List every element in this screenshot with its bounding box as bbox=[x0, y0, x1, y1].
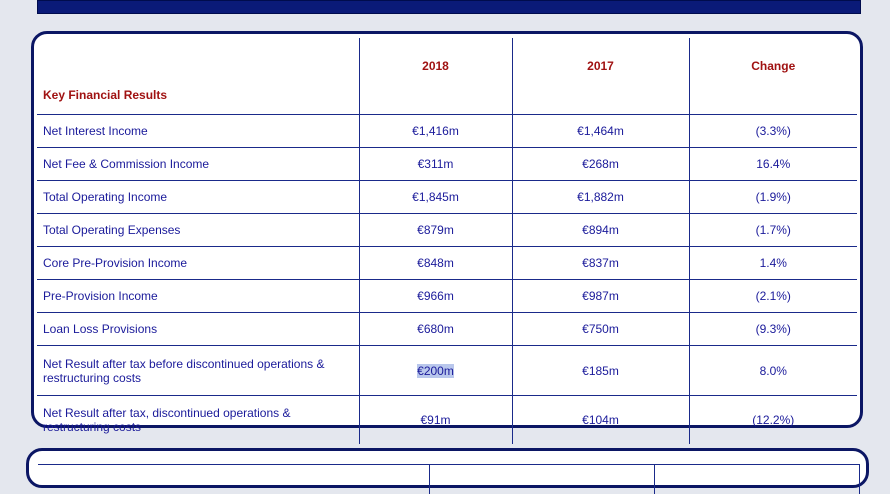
table-row: Core Pre-Provision Income €848m €837m 1.… bbox=[37, 246, 857, 280]
row-label: Net Interest Income bbox=[37, 114, 359, 148]
value-2017: €837m bbox=[511, 246, 689, 280]
row-label: Net Result after tax before discontinued… bbox=[37, 345, 359, 396]
header-2018: 2018 bbox=[358, 38, 512, 115]
value-change: (12.2%) bbox=[688, 395, 857, 444]
row-label: Pre-Provision Income bbox=[37, 279, 359, 313]
value-change: (1.9%) bbox=[688, 180, 857, 214]
table-row: Net Result after tax, discontinued opera… bbox=[37, 395, 857, 444]
table-row: Total Operating Expenses €879m €894m (1.… bbox=[37, 213, 857, 247]
table-row: Net Interest Income €1,416m €1,464m (3.3… bbox=[37, 114, 857, 148]
value-2018: €1,845m bbox=[358, 180, 512, 214]
next-table-panel bbox=[26, 448, 869, 494]
value-change: (2.1%) bbox=[688, 279, 857, 313]
table-row: Total Operating Income €1,845m €1,882m (… bbox=[37, 180, 857, 214]
value-change: 16.4% bbox=[688, 147, 857, 181]
row-label: Net Fee & Commission Income bbox=[37, 147, 359, 181]
value-2017: €750m bbox=[511, 312, 689, 346]
header-2017: 2017 bbox=[511, 38, 689, 115]
value-change: 8.0% bbox=[688, 345, 857, 396]
table-header-row: Key Financial Results 2018 2017 Change bbox=[37, 38, 857, 115]
table-row: Net Result after tax before discontinued… bbox=[37, 345, 857, 396]
column-divider bbox=[654, 464, 655, 494]
table-row: Pre-Provision Income €966m €987m (2.1%) bbox=[37, 279, 857, 313]
value-change: 1.4% bbox=[688, 246, 857, 280]
column-divider bbox=[859, 464, 860, 494]
value-2018: €966m bbox=[358, 279, 512, 313]
row-label: Loan Loss Provisions bbox=[37, 312, 359, 346]
value-2018[interactable]: €200m bbox=[358, 345, 512, 396]
table-row: Net Fee & Commission Income €311m €268m … bbox=[37, 147, 857, 181]
value-2018: €848m bbox=[358, 246, 512, 280]
financial-results-panel: Key Financial Results 2018 2017 Change N… bbox=[31, 31, 863, 444]
value-2018: €680m bbox=[358, 312, 512, 346]
top-banner bbox=[37, 0, 861, 14]
value-2017: €1,464m bbox=[511, 114, 689, 148]
value-2017: €987m bbox=[511, 279, 689, 313]
value-2017: €1,882m bbox=[511, 180, 689, 214]
value-change: (3.3%) bbox=[688, 114, 857, 148]
value-2018: €91m bbox=[358, 395, 512, 444]
value-2018: €879m bbox=[358, 213, 512, 247]
header-change: Change bbox=[688, 38, 857, 115]
row-label: Core Pre-Provision Income bbox=[37, 246, 359, 280]
value-2017: €894m bbox=[511, 213, 689, 247]
row-label: Total Operating Income bbox=[37, 180, 359, 214]
value-change: (1.7%) bbox=[688, 213, 857, 247]
value-2018: €1,416m bbox=[358, 114, 512, 148]
column-divider bbox=[429, 464, 430, 494]
value-2017: €104m bbox=[511, 395, 689, 444]
value-2017: €185m bbox=[511, 345, 689, 396]
value-2018: €311m bbox=[358, 147, 512, 181]
value-change: (9.3%) bbox=[688, 312, 857, 346]
financial-results-table: Key Financial Results 2018 2017 Change N… bbox=[37, 38, 857, 444]
row-label: Total Operating Expenses bbox=[37, 213, 359, 247]
value-2017: €268m bbox=[511, 147, 689, 181]
selected-text-highlight[interactable]: €200m bbox=[417, 363, 454, 378]
row-label: Net Result after tax, discontinued opera… bbox=[43, 406, 291, 434]
header-key-financial-results: Key Financial Results bbox=[37, 38, 359, 115]
table-row: Loan Loss Provisions €680m €750m (9.3%) bbox=[37, 312, 857, 346]
